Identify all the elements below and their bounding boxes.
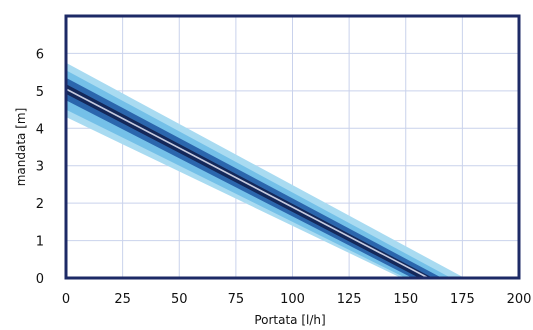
x-tick-label: 150 xyxy=(393,292,418,307)
core-band xyxy=(66,84,433,279)
x-tick-label: 200 xyxy=(507,292,532,307)
y-tick-label: 4 xyxy=(36,122,44,137)
x-tick-label: 175 xyxy=(450,292,475,307)
y-tick-label: 0 xyxy=(36,272,44,287)
y-axis-label: mandata [m] xyxy=(14,108,28,187)
y-tick-label: 5 xyxy=(36,85,44,100)
x-tick-label: 75 xyxy=(228,292,245,307)
mid-band xyxy=(66,70,452,279)
x-axis-label: Portata [l/h] xyxy=(254,313,325,327)
y-tick-label: 3 xyxy=(36,160,44,175)
x-tick-label: 100 xyxy=(280,292,305,307)
y-tick-label: 2 xyxy=(36,197,44,212)
centre-line xyxy=(65,88,429,279)
inner-band xyxy=(66,77,442,278)
outer-band xyxy=(66,62,465,279)
plot-frame xyxy=(64,14,521,280)
x-tick-label: 0 xyxy=(62,292,70,307)
bands xyxy=(65,62,465,279)
x-tick-label: 25 xyxy=(114,292,131,307)
x-tick-label: 125 xyxy=(337,292,362,307)
y-tick-labels: 0 1 2 3 4 5 6 xyxy=(36,47,44,287)
x-tick-label: 50 xyxy=(171,292,188,307)
y-tick-label: 1 xyxy=(36,235,44,250)
x-tick-labels: 0 25 50 75 100 125 150 175 200 xyxy=(62,292,532,307)
y-tick-label: 6 xyxy=(36,47,44,62)
